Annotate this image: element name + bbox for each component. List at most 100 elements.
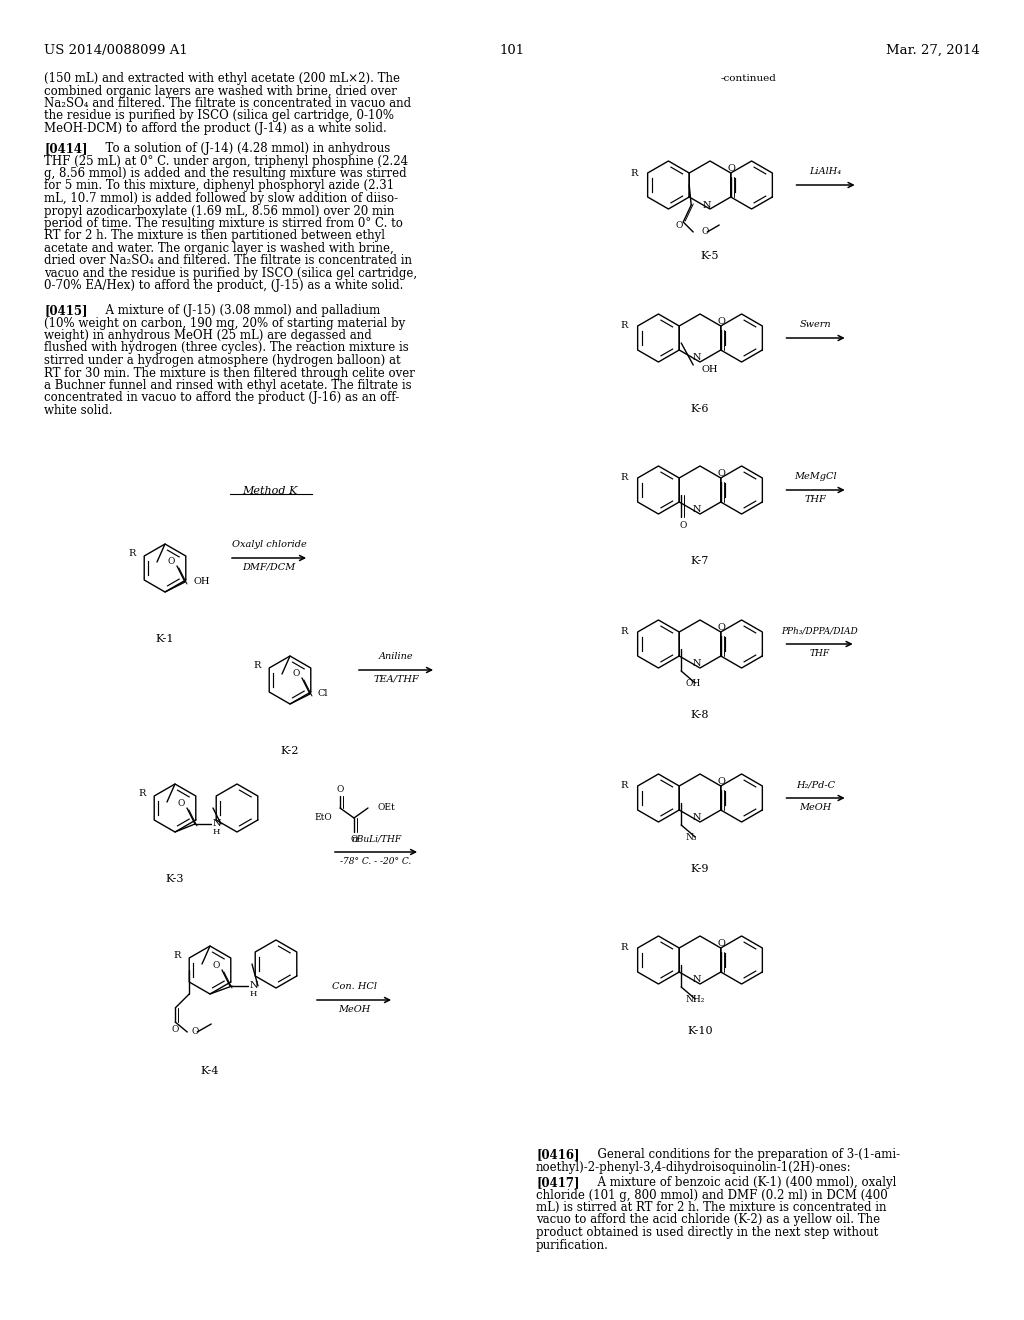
Text: vacuo and the residue is purified by ISCO (silica gel cartridge,: vacuo and the residue is purified by ISC…	[44, 267, 417, 280]
Text: [0416]: [0416]	[536, 1148, 580, 1162]
Text: OH: OH	[701, 364, 718, 374]
Text: N: N	[693, 506, 701, 515]
Text: O: O	[718, 777, 726, 787]
Text: O: O	[191, 1027, 199, 1036]
Text: NH₂: NH₂	[685, 995, 705, 1005]
Text: chloride (101 g, 800 mmol) and DMF (0.2 ml) in DCM (400: chloride (101 g, 800 mmol) and DMF (0.2 …	[536, 1188, 888, 1201]
Text: R: R	[139, 789, 146, 799]
Text: O: O	[718, 623, 726, 632]
Text: O: O	[212, 961, 220, 970]
Text: purification.: purification.	[536, 1238, 609, 1251]
Text: O: O	[177, 800, 184, 808]
Text: THF (25 mL) at 0° C. under argon, triphenyl phosphine (2.24: THF (25 mL) at 0° C. under argon, triphe…	[44, 154, 409, 168]
Text: DMF/DCM: DMF/DCM	[243, 564, 296, 572]
Text: Con. HCl: Con. HCl	[332, 982, 377, 991]
Text: N: N	[702, 201, 712, 210]
Text: Swern: Swern	[800, 319, 831, 329]
Text: vacuo to afford the acid chloride (K-2) as a yellow oil. The: vacuo to afford the acid chloride (K-2) …	[536, 1213, 880, 1226]
Text: N: N	[693, 354, 701, 363]
Text: O: O	[728, 164, 735, 173]
Text: noethyl)-2-phenyl-3,4-dihydroisoquinolin-1(2H)-ones:: noethyl)-2-phenyl-3,4-dihydroisoquinolin…	[536, 1160, 852, 1173]
Text: a Buchner funnel and rinsed with ethyl acetate. The filtrate is: a Buchner funnel and rinsed with ethyl a…	[44, 379, 412, 392]
Text: O: O	[718, 317, 726, 326]
Text: [0417]: [0417]	[536, 1176, 580, 1189]
Text: product obtained is used directly in the next step without: product obtained is used directly in the…	[536, 1226, 879, 1239]
Text: N: N	[213, 820, 221, 829]
Text: THF: THF	[805, 495, 826, 504]
Text: Mar. 27, 2014: Mar. 27, 2014	[886, 44, 980, 57]
Text: N₃: N₃	[685, 833, 696, 842]
Text: mL, 10.7 mmol) is added followed by slow addition of diiso-: mL, 10.7 mmol) is added followed by slow…	[44, 191, 398, 205]
Text: O: O	[718, 939, 726, 948]
Text: O: O	[350, 836, 357, 845]
Text: H: H	[250, 990, 257, 998]
Text: R: R	[174, 952, 181, 961]
Text: nBuLi/THF: nBuLi/THF	[351, 834, 401, 843]
Text: OH: OH	[685, 678, 700, 688]
Text: R: R	[129, 549, 136, 558]
Text: O: O	[336, 785, 344, 795]
Text: for 5 min. To this mixture, diphenyl phosphoryl azide (2.31: for 5 min. To this mixture, diphenyl pho…	[44, 180, 394, 193]
Text: N: N	[250, 982, 258, 990]
Text: N: N	[693, 975, 701, 985]
Text: H₂/Pd-C: H₂/Pd-C	[796, 780, 836, 789]
Text: General conditions for the preparation of 3-(1-ami-: General conditions for the preparation o…	[590, 1148, 900, 1162]
Text: flushed with hydrogen (three cycles). The reaction mixture is: flushed with hydrogen (three cycles). Th…	[44, 342, 409, 355]
Text: O: O	[676, 222, 683, 231]
Text: the residue is purified by ISCO (silica gel cartridge, 0-10%: the residue is purified by ISCO (silica …	[44, 110, 394, 123]
Text: 0-70% EA/Hex) to afford the product, (J-15) as a white solid.: 0-70% EA/Hex) to afford the product, (J-…	[44, 280, 403, 293]
Text: OH: OH	[193, 578, 210, 586]
Text: THF: THF	[810, 649, 829, 657]
Text: acetate and water. The organic layer is washed with brine,: acetate and water. The organic layer is …	[44, 242, 394, 255]
Text: LiAlH₄: LiAlH₄	[810, 168, 842, 176]
Text: mL) is stirred at RT for 2 h. The mixture is concentrated in: mL) is stirred at RT for 2 h. The mixtur…	[536, 1201, 887, 1214]
Text: A mixture of benzoic acid (K-1) (400 mmol), oxalyl: A mixture of benzoic acid (K-1) (400 mmo…	[590, 1176, 896, 1189]
Text: Cl: Cl	[318, 689, 329, 698]
Text: -78° C. - -20° C.: -78° C. - -20° C.	[340, 857, 412, 866]
Text: R: R	[621, 781, 628, 791]
Text: period of time. The resulting mixture is stirred from 0° C. to: period of time. The resulting mixture is…	[44, 216, 402, 230]
Text: propyl azodicarboxylate (1.69 mL, 8.56 mmol) over 20 min: propyl azodicarboxylate (1.69 mL, 8.56 m…	[44, 205, 394, 218]
Text: R: R	[621, 627, 628, 636]
Text: K-7: K-7	[691, 556, 710, 566]
Text: dried over Na₂SO₄ and filtered. The filtrate is concentrated in: dried over Na₂SO₄ and filtered. The filt…	[44, 255, 412, 268]
Text: O: O	[167, 557, 175, 566]
Text: US 2014/0088099 A1: US 2014/0088099 A1	[44, 44, 187, 57]
Text: K-4: K-4	[201, 1067, 219, 1076]
Text: white solid.: white solid.	[44, 404, 113, 417]
Text: O: O	[680, 520, 687, 529]
Text: -continued: -continued	[720, 74, 776, 83]
Text: K-1: K-1	[156, 634, 174, 644]
Text: K-8: K-8	[691, 710, 710, 719]
Text: 101: 101	[500, 44, 524, 57]
Text: R: R	[621, 474, 628, 483]
Text: MeMgCl: MeMgCl	[795, 473, 837, 480]
Text: concentrated in vacuo to afford the product (J-16) as an off-: concentrated in vacuo to afford the prod…	[44, 392, 399, 404]
Text: weight) in anhydrous MeOH (25 mL) are degassed and: weight) in anhydrous MeOH (25 mL) are de…	[44, 329, 372, 342]
Text: O: O	[701, 227, 709, 236]
Text: MeOH: MeOH	[800, 803, 831, 812]
Text: (150 mL) and extracted with ethyl acetate (200 mL×2). The: (150 mL) and extracted with ethyl acetat…	[44, 73, 400, 84]
Text: R: R	[630, 169, 638, 177]
Text: g, 8.56 mmol) is added and the resulting mixture was stirred: g, 8.56 mmol) is added and the resulting…	[44, 168, 407, 180]
Text: [0415]: [0415]	[44, 304, 87, 317]
Text: O: O	[718, 469, 726, 478]
Text: OEt: OEt	[378, 804, 395, 813]
Text: K-2: K-2	[281, 746, 299, 756]
Text: Na₂SO₄ and filtered. The filtrate is concentrated in vacuo and: Na₂SO₄ and filtered. The filtrate is con…	[44, 96, 411, 110]
Text: To a solution of (J-14) (4.28 mmol) in anhydrous: To a solution of (J-14) (4.28 mmol) in a…	[98, 143, 390, 154]
Text: EtO: EtO	[314, 813, 332, 822]
Text: K-10: K-10	[687, 1026, 713, 1036]
Text: Method K: Method K	[243, 486, 298, 496]
Text: TEA/THF: TEA/THF	[373, 675, 419, 684]
Text: MeOH-DCM) to afford the product (J-14) as a white solid.: MeOH-DCM) to afford the product (J-14) a…	[44, 121, 387, 135]
Text: K-6: K-6	[691, 404, 710, 414]
Text: K-5: K-5	[700, 251, 719, 261]
Text: N: N	[693, 660, 701, 668]
Text: H: H	[213, 828, 220, 836]
Text: PPh₃/DPPA/DIAD: PPh₃/DPPA/DIAD	[781, 626, 858, 635]
Text: [0414]: [0414]	[44, 143, 87, 154]
Text: RT for 2 h. The mixture is then partitioned between ethyl: RT for 2 h. The mixture is then partitio…	[44, 230, 385, 243]
Text: A mixture of (J-15) (3.08 mmol) and palladium: A mixture of (J-15) (3.08 mmol) and pall…	[98, 304, 380, 317]
Text: RT for 30 min. The mixture is then filtered through celite over: RT for 30 min. The mixture is then filte…	[44, 367, 415, 380]
